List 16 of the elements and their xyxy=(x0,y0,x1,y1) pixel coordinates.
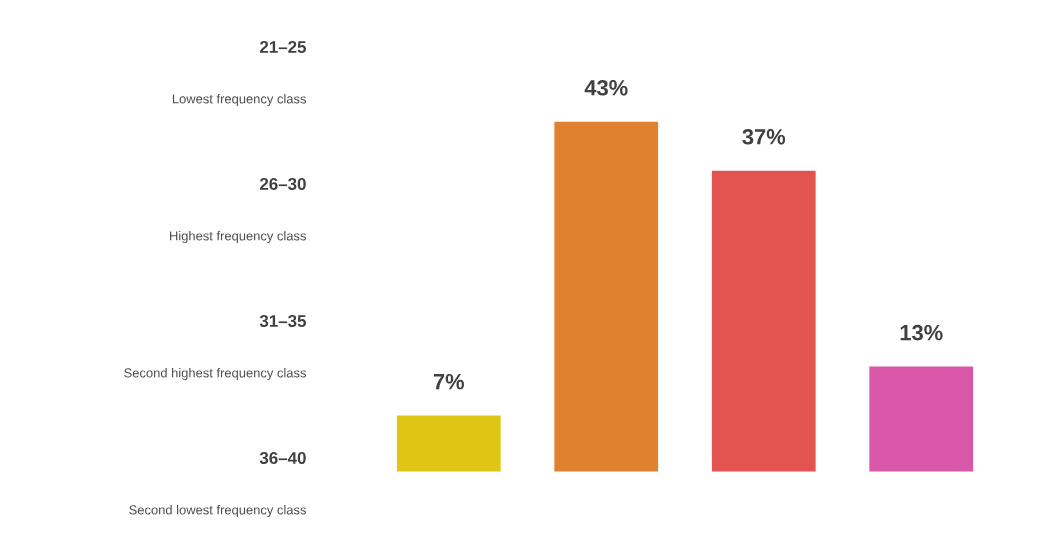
text: Highest frequency class xyxy=(170,230,306,244)
text: Second lowest frequency class xyxy=(129,504,306,518)
text: Second highest frequency class xyxy=(124,367,306,381)
text: Lowest frequency class xyxy=(172,93,306,107)
bar xyxy=(868,365,975,473)
data-label: 7% xyxy=(433,373,465,390)
data-label: 37% xyxy=(742,129,786,145)
text: 21–25 xyxy=(259,41,307,53)
bar xyxy=(710,169,817,473)
bar xyxy=(395,414,502,473)
text: 36–40 xyxy=(259,451,306,464)
text: 26–30 xyxy=(259,177,306,190)
bar xyxy=(553,120,660,473)
data-label: 13% xyxy=(900,324,943,341)
text: 31–35 xyxy=(259,314,307,327)
data-label: 43% xyxy=(584,80,628,96)
